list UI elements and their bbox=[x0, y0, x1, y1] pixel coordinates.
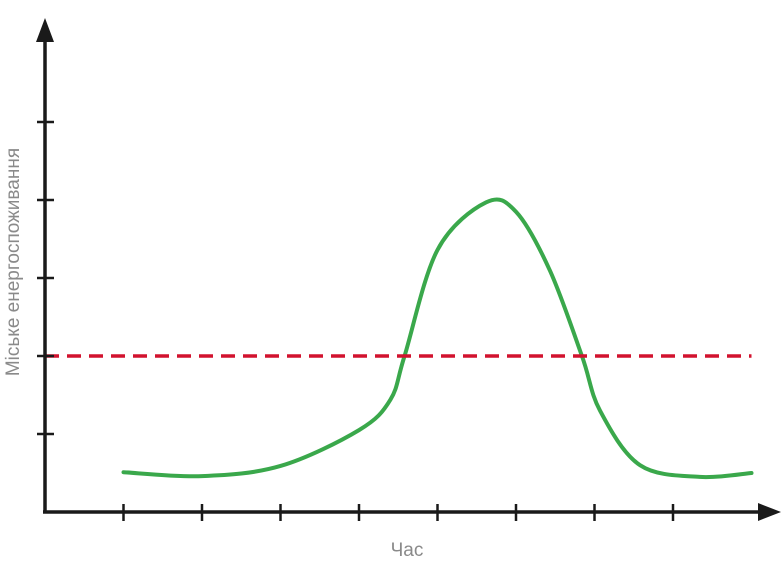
x-axis-label: Час bbox=[391, 540, 424, 561]
y-axis-arrow bbox=[36, 18, 54, 42]
x-axis-arrow bbox=[758, 503, 781, 521]
consumption-curve bbox=[121, 197, 754, 480]
axes bbox=[36, 18, 781, 521]
y-axis-label: Міське енергоспоживання bbox=[3, 148, 24, 376]
plot-area bbox=[45, 197, 754, 480]
